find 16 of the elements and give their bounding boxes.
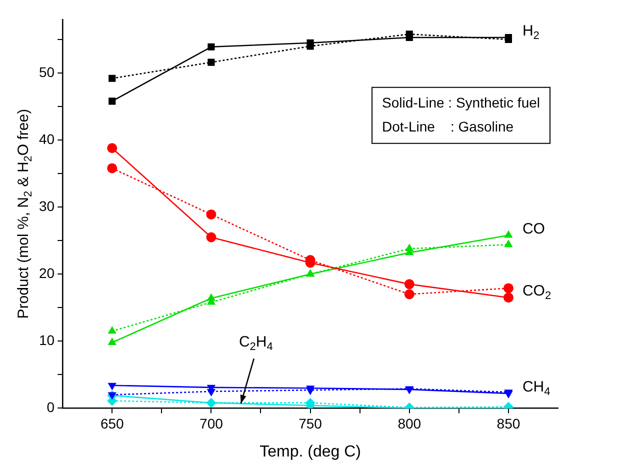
y-tick-label: 30 [38, 198, 55, 214]
x-tick-label: 750 [298, 415, 322, 432]
x-tick-label: 850 [496, 415, 520, 432]
y-tick-label: 20 [38, 264, 55, 281]
series-label: CO [522, 220, 545, 238]
y-tick-label: 50 [38, 64, 55, 80]
annotation: Solid-Line : Synthetic fuel [382, 94, 540, 110]
y-tick-label: 0 [46, 399, 55, 416]
x-tick-label: 800 [398, 415, 422, 432]
x-tick-label: 650 [100, 415, 124, 432]
annotation: Dot-Line : Gasoline [382, 118, 514, 134]
y-axis-title: Product (mol %, N2 & H2O free) [15, 108, 35, 319]
x-axis-title: Temp. (deg C) [260, 443, 361, 460]
y-tick-label: 10 [38, 332, 55, 348]
x-tick-label: 700 [200, 415, 224, 432]
y-tick-label: 40 [38, 130, 55, 147]
